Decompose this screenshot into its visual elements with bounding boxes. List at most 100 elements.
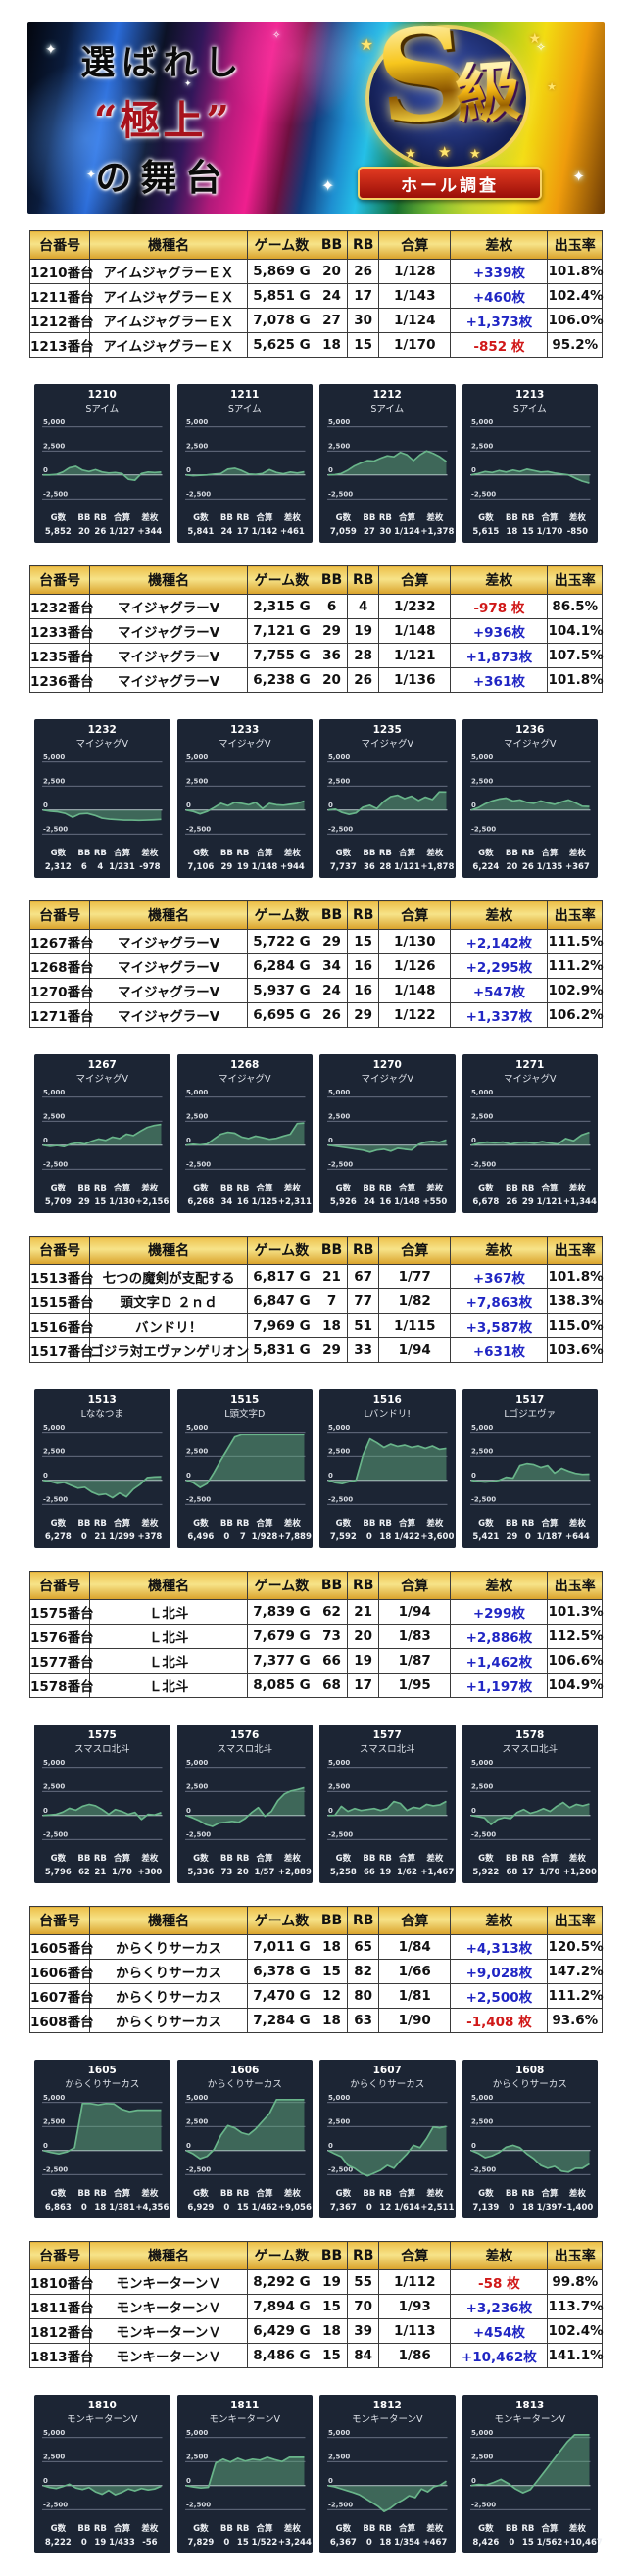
chart-stat-value: -56 (142, 2538, 158, 2548)
slump-graph-svg: 5,000 2,500 0 -2,500 (184, 2094, 305, 2175)
table-row: 1608番台 からくりサーカス 7,284 G 18 63 1/90 -1,408 枚 93.… (28, 2008, 603, 2033)
chart-stat-value: 16 (236, 1197, 249, 1207)
chart-stat-value: 1/381 (109, 2203, 135, 2212)
column-header: RB (347, 1236, 380, 1265)
axis-label: 2,500 (186, 2453, 208, 2460)
chart-stats: G数 BB RB 合算 差枚 5,796 62 21 1/70 +300 (34, 1850, 170, 1879)
cell-games: 7,121 G (246, 618, 317, 644)
chart-stat-label: G数 (478, 849, 494, 858)
slump-graph: 5,000 2,500 0 -2,500 (324, 1758, 451, 1850)
sparkle-icon: ✦ (572, 168, 585, 185)
chart-stat-value: 7,059 (329, 527, 357, 537)
slump-graph-svg: 5,000 2,500 0 -2,500 (327, 418, 448, 500)
chart-stat-label: 差枚 (283, 2524, 301, 2534)
chart-stats: G数 BB RB 合算 差枚 6,224 20 26 1/135 +367 (462, 845, 599, 874)
cell-machine-no: 1232番台 (28, 594, 94, 619)
axis-label: 2,500 (328, 777, 350, 785)
chart-model-name: モンキーターンV (494, 2414, 566, 2425)
axis-label: 5,000 (186, 2094, 208, 2102)
chart-stat-label: 差枚 (426, 1519, 444, 1529)
axis-label: 2,500 (186, 2117, 208, 2125)
cell-bb: 26 (315, 1002, 349, 1028)
cell-gassan: 1/121 (378, 643, 452, 668)
chart-stat-value: 0 (365, 2203, 372, 2212)
table-row: 1577番台 Ｌ北斗 7,377 G 66 19 1/87 +1,462枚 106.6% (28, 1648, 604, 1674)
column-header: 差枚 (450, 230, 549, 260)
cell-gassan: 1/124 (378, 308, 452, 333)
cell-samai: +454枚 (450, 2318, 549, 2344)
chart-stat-label: 差枚 (283, 1854, 301, 1864)
axis-label: 2,500 (471, 2453, 493, 2460)
axis-label: 0 (186, 1807, 191, 1815)
chart-machine-no: 1607 (372, 2065, 402, 2076)
slump-graph-svg: 5,000 2,500 0 -2,500 (327, 1759, 448, 1840)
cell-rb: 80 (347, 1983, 380, 2009)
column-header: ゲーム数 (246, 2241, 317, 2270)
chart-stat-label: G数 (335, 1184, 352, 1193)
chart-stat-value: 1/187 (536, 1532, 563, 1542)
axis-label: 2,500 (471, 777, 493, 785)
cell-model-name: バンドリ！ (89, 1313, 248, 1338)
chart-stat-label: 差枚 (426, 2524, 444, 2534)
cell-payout-rate: 107.5% (547, 643, 604, 668)
chart-machine-no: 1235 (372, 724, 402, 736)
slump-chart-panel: 1608 からくりサーカス 5,000 2,500 0 -2,500 G数 BB RB 合算 差枚 7… (462, 2060, 598, 2218)
chart-stat-value: 18 (379, 2538, 392, 2548)
machine-data-table: 台番号 機種名 ゲーム数 BB RB 合算 差枚 出玉率 1575番台 Ｌ北斗 7,839 G 62 2… (28, 1571, 604, 1698)
cell-gassan: 1/122 (378, 1002, 452, 1028)
axis-label: 2,500 (43, 1782, 65, 1790)
cell-gassan: 1/77 (378, 1264, 452, 1289)
chart-stat-value: +1,467 (420, 1868, 455, 1877)
cell-model-name: 七つの魔剣が支配する (89, 1264, 248, 1289)
cell-gassan: 1/66 (378, 1959, 452, 1984)
cell-model-name: モンキーターンＶ (89, 2269, 248, 2295)
chart-stat-value: 1/462 (251, 2203, 278, 2212)
column-header: RB (347, 1571, 380, 1600)
chart-stat-value: 0 (524, 1532, 531, 1542)
cell-games: 5,937 G (246, 978, 317, 1003)
chart-stat-label: BB (77, 1184, 91, 1193)
column-header: 出玉率 (547, 565, 603, 595)
chart-stat-label: G数 (478, 1184, 494, 1193)
slump-graph-svg: 5,000 2,500 0 -2,500 (184, 1424, 305, 1505)
slump-chart-panel: 1516 Lバンドリ! 5,000 2,500 0 -2,500 G数 BB RB 合算 差枚 7,5… (319, 1389, 456, 1548)
cell-games: 5,851 G (246, 283, 317, 309)
cell-rb: 33 (347, 1337, 380, 1363)
axis-label: 0 (186, 802, 191, 809)
column-header: 差枚 (450, 1906, 549, 1935)
chart-stat-value: 0 (80, 2203, 87, 2212)
chart-machine-no: 1577 (372, 1729, 402, 1741)
axis-label: 5,000 (186, 1089, 208, 1096)
chart-model-name: からくりサーカス (207, 2079, 282, 2090)
cell-gassan: 1/82 (378, 1288, 452, 1314)
axis-label: 5,000 (471, 1424, 493, 1432)
chart-stat-label: G数 (193, 513, 209, 523)
axis-label: -2,500 (186, 1495, 211, 1503)
slump-chart-panel: 1810 モンキーターンV 5,000 2,500 0 -2,500 G数 BB RB 合算 差枚 8… (34, 2395, 170, 2553)
axis-label: -2,500 (471, 825, 496, 833)
axis-label: 0 (471, 2142, 476, 2150)
slump-chart-panel: 1607 からくりサーカス 5,000 2,500 0 -2,500 G数 BB RB 合算 差枚 7… (319, 2060, 456, 2218)
axis-label: 5,000 (471, 418, 493, 426)
table-row: 1607番台 からくりサーカス 7,470 G 12 80 1/81 +2,500枚 111.… (28, 1983, 604, 2009)
cell-machine-no: 1813番台 (28, 2343, 94, 2368)
axis-label: 0 (328, 2142, 333, 2150)
chart-stat-value: +944 (279, 862, 305, 872)
cell-games: 6,695 G (246, 1002, 317, 1028)
slump-chart-panel: 1575 スマスロ北斗 5,000 2,500 0 -2,500 G数 BB RB 合算 差枚 5,7… (34, 1725, 170, 1883)
chart-stat-value: +2,889 (277, 1868, 312, 1877)
chart-stat-value: 18 (94, 2203, 107, 2212)
chart-stat-label: 差枚 (568, 513, 586, 523)
table-row: 1267番台 マイジャグラーV 5,722 G 29 15 1/130 +2,142枚 111… (28, 929, 604, 954)
cell-bb: 27 (315, 308, 349, 333)
chart-machine-no: 1513 (87, 1394, 117, 1406)
chart-stat-value: 0 (365, 2538, 372, 2548)
slump-graph: 5,000 2,500 0 -2,500 (324, 753, 451, 845)
chart-machine-no: 1268 (230, 1059, 260, 1071)
chart-stat-label: G数 (335, 1519, 352, 1529)
cell-gassan: 1/136 (378, 667, 452, 693)
chart-model-name: マイジャグV (75, 1074, 129, 1085)
chart-machine-no: 1576 (230, 1729, 260, 1741)
axis-label: 0 (43, 2477, 48, 2485)
sections: 台番号 機種名 ゲーム数 BB RB 合算 差枚 出玉率 1210番台 アイムジャグラーＥＸ 5,8… (0, 230, 632, 2553)
